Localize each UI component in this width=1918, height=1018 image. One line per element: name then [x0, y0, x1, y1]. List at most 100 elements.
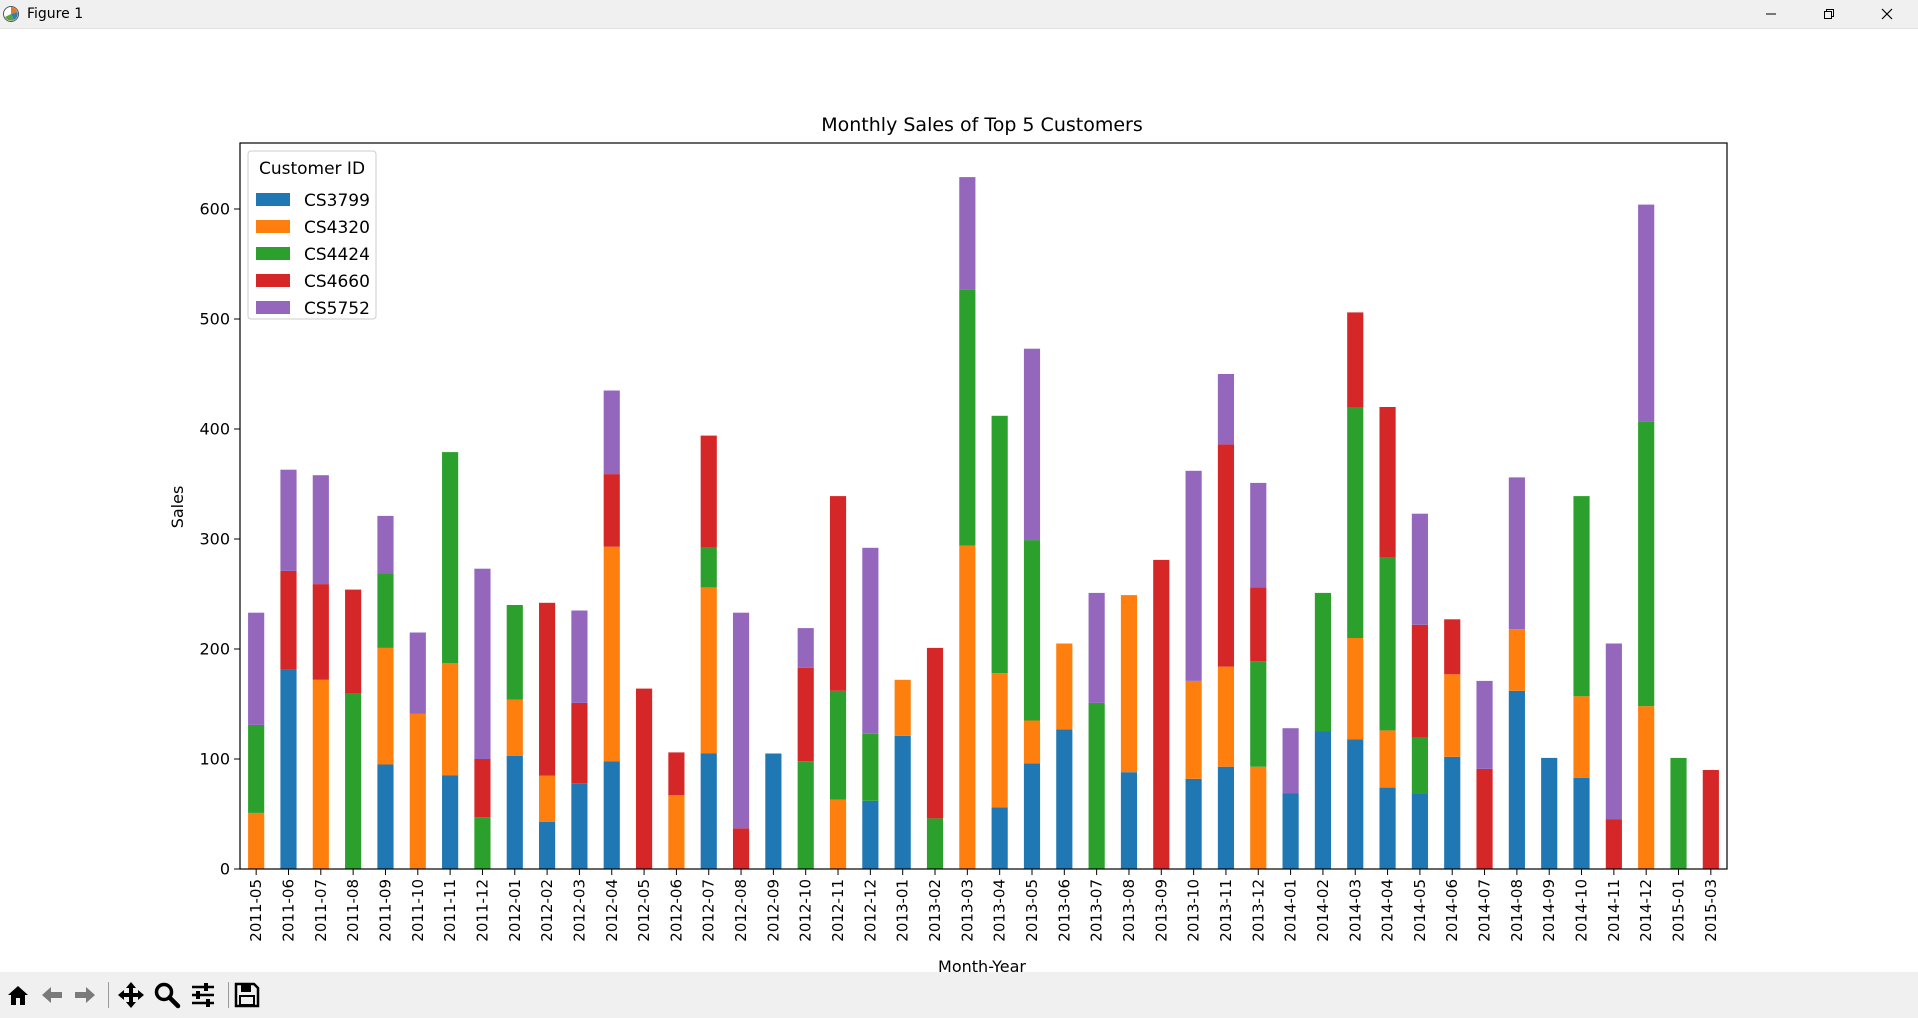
back-icon: [42, 987, 62, 1003]
bar-segment-CS4660-2012-02: [539, 602, 556, 776]
bar-segment-CS4320-2013-04: [991, 673, 1008, 808]
y-tick-label: 100: [199, 750, 230, 769]
zoom-button[interactable]: [152, 980, 182, 1010]
y-tick-label: 200: [199, 640, 230, 659]
minimize-button[interactable]: [1742, 0, 1800, 28]
stacked-bar-chart: Monthly Sales of Top 5 Customers Month-Y…: [168, 114, 1728, 976]
legend-title: Customer ID: [259, 159, 365, 179]
bar-segment-CS3799-2012-04: [603, 761, 620, 869]
bar-segment-CS4320-2012-06: [668, 795, 685, 869]
home-button[interactable]: [3, 980, 33, 1010]
bar-segment-CS4424-2014-02: [1314, 592, 1331, 732]
bar-segment-CS4320-2014-08: [1508, 629, 1525, 691]
bar-segment-CS3799-2014-02: [1314, 731, 1331, 869]
legend-label-CS4660: CS4660: [304, 272, 370, 292]
x-tick-label: 2011-07: [312, 879, 330, 942]
legend-label-CS4424: CS4424: [304, 245, 370, 265]
bar-segment-CS4424-2012-07: [700, 547, 717, 588]
bar-segment-CS4320-2013-05: [1023, 720, 1041, 764]
x-tick-label: 2011-08: [344, 879, 362, 942]
bar-segment-CS4660-2015-03: [1702, 770, 1719, 869]
x-tick-label: 2012-04: [603, 879, 621, 942]
bar-segment-CS4320-2011-05: [248, 812, 265, 869]
x-tick-label: 2012-03: [570, 879, 588, 942]
bar-segment-CS4660-2014-11: [1605, 819, 1622, 869]
bar-segment-CS4320-2011-09: [377, 647, 394, 765]
x-tick-label: 2014-08: [1508, 879, 1526, 942]
bar-segment-CS4660-2012-10: [797, 667, 814, 762]
bar-segment-CS4320-2013-06: [1056, 643, 1073, 730]
x-axis-label: Month-Year: [938, 957, 1026, 972]
y-tick-label: 0: [220, 860, 230, 879]
bar-segment-CS5752-2011-09: [377, 515, 394, 574]
bar-segment-CS5752-2011-06: [280, 469, 297, 571]
bar-segment-CS4320-2011-10: [409, 713, 426, 869]
bar-segment-CS4424-2014-12: [1638, 421, 1655, 707]
bar-segment-CS4320-2012-02: [539, 775, 556, 822]
x-tick-label: 2013-05: [1023, 879, 1041, 942]
bar-segment-CS5752-2011-05: [248, 612, 265, 725]
figure-canvas: Monthly Sales of Top 5 Customers Month-Y…: [0, 28, 1918, 976]
bar-segment-CS5752-2012-12: [862, 547, 879, 734]
bar-segment-CS3799-2013-10: [1185, 778, 1202, 869]
bar-segment-CS3799-2012-03: [571, 783, 588, 869]
y-tick-label: 600: [199, 200, 230, 219]
bar-segment-CS4320-2011-11: [442, 663, 459, 776]
bar-segment-CS4660-2013-02: [926, 647, 944, 819]
x-tick-label: 2011-10: [409, 879, 427, 942]
bar-segment-CS3799-2011-11: [442, 775, 459, 869]
window-titlebar: Figure 1: [0, 0, 1918, 29]
bar-segment-CS4424-2012-11: [829, 690, 847, 800]
bar-segment-CS3799-2014-04: [1379, 787, 1396, 869]
minimize-icon: [1766, 13, 1776, 15]
bar-segment-CS4320-2014-10: [1573, 696, 1590, 778]
bar-segment-CS4320-2012-07: [700, 587, 717, 754]
bar-segment-CS5752-2013-11: [1217, 374, 1235, 445]
chart-title: Monthly Sales of Top 5 Customers: [821, 114, 1143, 136]
bar-segment-CS5752-2013-03: [959, 177, 976, 290]
bar-segment-CS3799-2012-12: [862, 800, 879, 869]
forward-button[interactable]: [70, 980, 100, 1010]
pan-button[interactable]: [116, 980, 146, 1010]
x-tick-label: 2013-09: [1152, 879, 1170, 942]
legend-swatch-CS5752: [256, 301, 290, 314]
legend-swatch-CS4424: [256, 247, 290, 260]
back-button[interactable]: [37, 980, 67, 1010]
bar-segment-CS4424-2014-05: [1411, 737, 1428, 794]
y-axis-label: Sales: [168, 486, 187, 529]
close-button[interactable]: [1858, 0, 1916, 28]
bar-segment-CS5752-2014-12: [1638, 204, 1655, 422]
bar-segment-CS3799-2014-03: [1347, 739, 1364, 869]
bar-segment-CS4660-2012-11: [829, 496, 847, 691]
pan-icon: [118, 982, 144, 1008]
bar-segment-CS4660-2011-12: [474, 759, 491, 818]
bar-segment-CS4320-2014-12: [1638, 706, 1655, 869]
bar-segment-CS3799-2013-04: [991, 807, 1008, 869]
restore-button[interactable]: [1800, 0, 1858, 28]
bar-segment-CS4424-2011-12: [474, 817, 491, 869]
bar-segment-CS5752-2012-03: [571, 610, 588, 703]
bar-segment-CS4424-2015-01: [1670, 757, 1687, 869]
x-tick-label: 2012-09: [764, 879, 782, 942]
bar-segment-CS4320-2012-04: [603, 546, 620, 762]
window-title: Figure 1: [27, 6, 84, 22]
bar-segment-CS3799-2014-08: [1508, 690, 1525, 869]
x-tick-label: 2014-07: [1476, 879, 1494, 942]
bar-segment-CS4424-2014-03: [1347, 407, 1364, 638]
x-tick-label: 2014-11: [1605, 879, 1623, 942]
subplots-button[interactable]: [188, 980, 218, 1010]
bar-segment-CS3799-2014-05: [1411, 793, 1428, 869]
bar-segment-CS4660-2014-05: [1411, 624, 1428, 737]
bar-segment-CS3799-2013-06: [1056, 729, 1073, 869]
bar-segment-CS4320-2011-07: [312, 679, 329, 869]
bar-segment-CS4424-2011-09: [377, 573, 394, 648]
x-tick-label: 2013-10: [1185, 879, 1203, 942]
bar-segment-CS4320-2013-01: [894, 679, 911, 736]
save-button[interactable]: [232, 980, 262, 1010]
y-tick-label: 400: [199, 420, 230, 439]
x-tick-label: 2012-02: [538, 879, 556, 942]
x-tick-label: 2012-05: [635, 879, 653, 942]
forward-icon: [75, 987, 95, 1003]
bar-segment-CS3799-2013-01: [894, 735, 911, 869]
bar-segment-CS4424-2011-11: [442, 452, 459, 664]
